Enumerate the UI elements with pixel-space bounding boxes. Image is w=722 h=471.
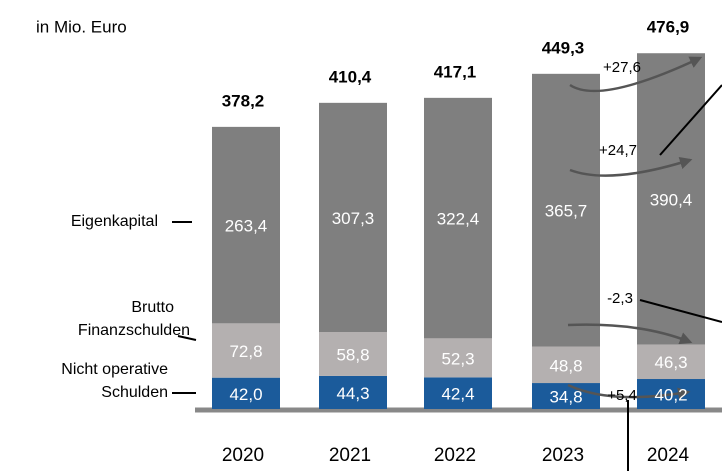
x-tick-label: 2020 <box>222 445 264 466</box>
value-label: 40,2 <box>654 385 687 404</box>
bar-segment <box>319 332 387 376</box>
annotation: +5,4 <box>607 387 637 404</box>
legend-label: Eigenkapital <box>71 213 158 230</box>
bar-segment <box>637 344 705 380</box>
bar-segment <box>424 377 492 409</box>
total-label: 476,9 <box>647 18 690 37</box>
value-label: 42,0 <box>229 385 262 404</box>
bar-segment <box>424 338 492 378</box>
value-label: 72,8 <box>229 342 262 361</box>
value-label: 34,8 <box>549 388 582 407</box>
leaders <box>172 84 722 471</box>
value-label: 58,8 <box>336 346 369 365</box>
bar-segment <box>532 346 600 384</box>
annotation: +24,7 <box>599 142 637 159</box>
annotation: -2,3 <box>607 290 633 307</box>
bar-segment <box>532 383 600 409</box>
bar-segment <box>212 377 280 409</box>
value-label: 46,3 <box>654 353 687 372</box>
bar-segment <box>532 73 600 347</box>
value-label: 42,4 <box>441 385 474 404</box>
value-label: 52,3 <box>441 349 474 368</box>
bar-segment <box>212 323 280 378</box>
x-tick-label: 2021 <box>329 445 371 466</box>
x-tick-label: 2023 <box>542 445 584 466</box>
subtitle: in Mio. Euro <box>36 17 127 36</box>
total-label: 410,4 <box>329 67 372 86</box>
bar-segment <box>212 126 280 324</box>
value-label: 48,8 <box>549 356 582 375</box>
value-label: 365,7 <box>545 202 588 221</box>
bars <box>212 53 705 409</box>
value-label: 322,4 <box>437 210 480 229</box>
total-label: 378,2 <box>222 91 265 110</box>
value-label: 390,4 <box>650 190 693 209</box>
bar-segment <box>319 102 387 333</box>
value-label: 263,4 <box>225 217 268 236</box>
bar-segment <box>637 53 705 345</box>
annotation: +27,6 <box>603 59 641 76</box>
legend-label: Nicht operative Schulden <box>61 361 168 401</box>
total-label: 449,3 <box>542 38 585 57</box>
arrows <box>567 56 703 400</box>
bar-segment <box>319 375 387 409</box>
x-tick-label: 2022 <box>434 445 476 466</box>
bar-segment <box>424 97 492 339</box>
legend-label: Brutto Finanzschulden <box>78 299 190 339</box>
value-label: 307,3 <box>332 209 375 228</box>
value-label: 44,3 <box>336 384 369 403</box>
x-tick-label: 2024 <box>647 445 690 466</box>
total-label: 417,1 <box>434 62 477 81</box>
